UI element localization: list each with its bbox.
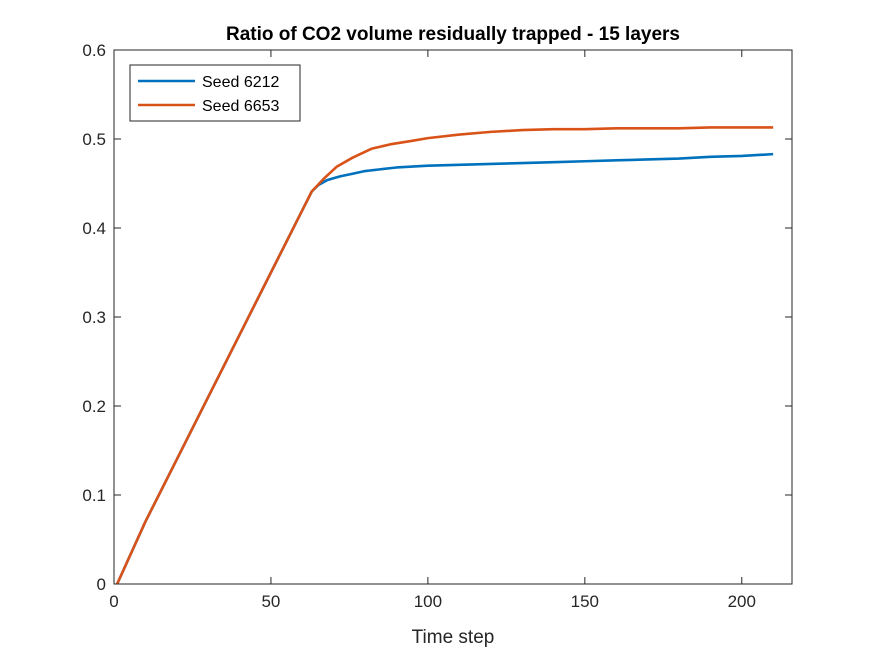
legend-label: Seed 6212	[202, 74, 280, 91]
x-tick-label: 0	[109, 592, 118, 611]
x-axis-label: Time step	[412, 627, 495, 648]
y-tick-label: 0	[97, 575, 106, 594]
series-lines	[115, 126, 774, 585]
series-line-2	[115, 126, 774, 585]
y-tick-label: 0.1	[82, 486, 106, 505]
y-tick-label: 0.3	[82, 308, 106, 327]
x-tick-label: 100	[414, 592, 442, 611]
y-tick-label: 0.6	[82, 41, 106, 60]
ticks: 0 50 100 150 200 0 0.1 0.2 0.3 0.4 0.5 0.6	[82, 41, 792, 611]
axes-box	[113, 49, 793, 585]
chart-title: Ratio of CO2 volume residually trapped -…	[226, 24, 680, 45]
x-tick-label: 200	[728, 592, 756, 611]
plot-area	[114, 50, 792, 584]
y-tick-label: 0.5	[82, 130, 106, 149]
y-tick-label: 0.4	[82, 219, 106, 238]
x-tick-label: 50	[261, 592, 280, 611]
x-tick-label: 150	[571, 592, 599, 611]
legend-label: Seed 6653	[202, 98, 280, 115]
y-tick-label: 0.2	[82, 397, 106, 416]
legend-box	[129, 64, 301, 122]
legend: Seed 6212 Seed 6653	[129, 64, 301, 122]
